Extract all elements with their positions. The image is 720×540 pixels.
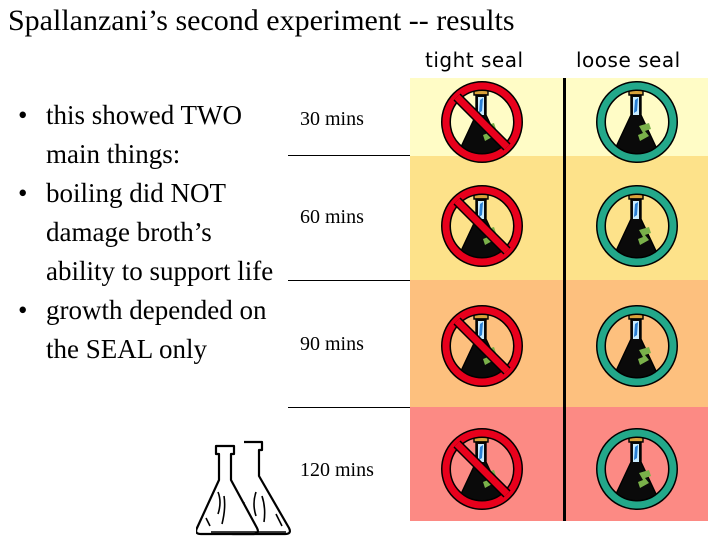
growth-icon xyxy=(596,81,678,163)
row-divider xyxy=(288,280,410,281)
no-growth-icon xyxy=(441,428,523,510)
time-label: 60 mins xyxy=(300,206,364,228)
loose-seal-header: loose seal xyxy=(576,48,681,72)
no-growth-icon xyxy=(441,81,523,163)
bullet-item: • this showed TWO main things: xyxy=(18,100,242,169)
tight-seal-header: tight seal xyxy=(425,48,524,72)
no-growth-icon xyxy=(441,305,523,387)
growth-icon xyxy=(596,428,678,510)
row-divider xyxy=(288,155,410,156)
bullet-list: • this showed TWO main things: • boiling d… xyxy=(14,96,276,369)
lab-flasks-icon xyxy=(196,440,291,536)
time-label: 120 mins xyxy=(300,459,374,481)
time-label: 90 mins xyxy=(300,333,364,355)
bullet-item: • growth depended on the SEAL only xyxy=(18,295,267,364)
growth-icon xyxy=(596,305,678,387)
column-divider xyxy=(563,78,566,521)
time-label: 30 mins xyxy=(300,108,364,130)
growth-icon xyxy=(596,185,678,267)
row-divider xyxy=(288,407,410,408)
slide-title: Spallanzani’s second experiment -- resul… xyxy=(8,4,515,37)
bullet-item: • boiling did NOT damage broth’s ability … xyxy=(18,178,274,286)
no-growth-icon xyxy=(441,185,523,267)
results-row xyxy=(410,280,708,407)
